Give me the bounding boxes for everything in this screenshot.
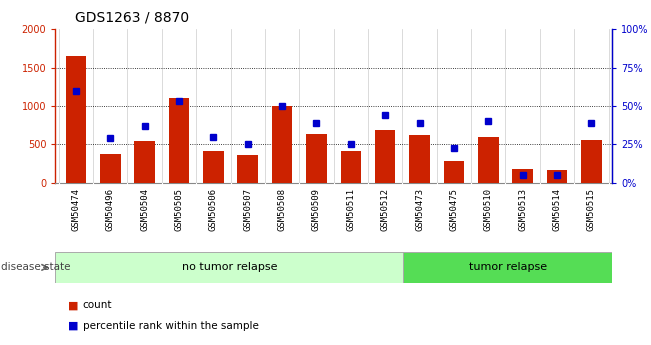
Bar [547,170,567,183]
Bar [55,252,403,283]
Text: ■: ■ [68,300,79,310]
Bar [581,140,602,183]
Text: GSM50474: GSM50474 [72,188,81,231]
Text: GSM50496: GSM50496 [106,188,115,231]
Bar [271,106,292,183]
Text: GSM50510: GSM50510 [484,188,493,231]
Text: GSM50514: GSM50514 [553,188,561,231]
Text: GSM50475: GSM50475 [449,188,458,231]
Bar [169,98,189,183]
Text: GSM50513: GSM50513 [518,188,527,231]
Text: GSM50509: GSM50509 [312,188,321,231]
Text: GSM50473: GSM50473 [415,188,424,231]
Bar [478,137,499,183]
Text: GSM50508: GSM50508 [277,188,286,231]
Text: percentile rank within the sample: percentile rank within the sample [83,321,258,331]
Bar [409,135,430,183]
Bar [340,151,361,183]
Text: tumor relapse: tumor relapse [469,263,547,272]
Bar [306,135,327,183]
Text: GSM50504: GSM50504 [140,188,149,231]
Text: GSM50505: GSM50505 [174,188,184,231]
Text: no tumor relapse: no tumor relapse [182,263,277,272]
Bar [238,155,258,183]
Text: GSM50506: GSM50506 [209,188,218,231]
Text: GDS1263 / 8870: GDS1263 / 8870 [75,10,189,24]
Bar [443,161,464,183]
Bar [66,56,86,183]
Text: ■: ■ [68,321,79,331]
Bar [134,141,155,183]
Bar [403,252,612,283]
Bar [203,151,224,183]
Text: count: count [83,300,112,310]
Text: GSM50511: GSM50511 [346,188,355,231]
Text: GSM50507: GSM50507 [243,188,252,231]
Text: GSM50512: GSM50512 [381,188,390,231]
Text: GSM50515: GSM50515 [587,188,596,231]
Text: disease state: disease state [1,263,70,272]
Bar [375,130,395,183]
Bar [512,169,533,183]
Bar [100,154,120,183]
